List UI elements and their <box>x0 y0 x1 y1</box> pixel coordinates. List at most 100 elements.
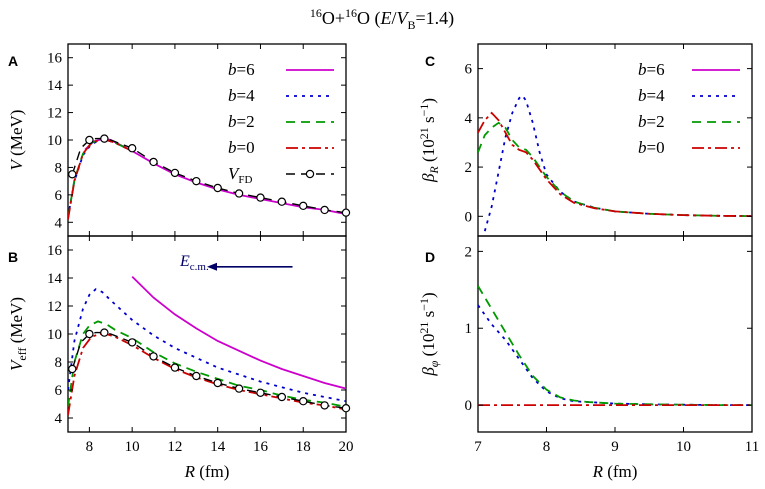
y-tick-label: 6 <box>55 383 63 399</box>
vfd-marker <box>149 157 158 167</box>
panel-b-ylabel: Veff (MeV) <box>7 297 29 371</box>
x-tick-label: 8 <box>86 439 94 455</box>
vfd-marker <box>68 170 77 179</box>
vfd-marker <box>170 363 180 372</box>
panel-b-series <box>68 275 351 416</box>
panel-d-ticks: 7 8 9 10 11 0 1 2 <box>465 236 759 455</box>
panel-b-xlabel: R (fm) <box>184 462 230 481</box>
vfd-marker <box>68 364 77 374</box>
panel-c-letter: C <box>425 53 435 69</box>
y-tick-label: 8 <box>55 160 63 176</box>
vfd-marker <box>277 392 287 402</box>
y-tick-label: 14 <box>47 78 63 94</box>
x-tick-label: 8 <box>543 439 551 455</box>
vfd-marker <box>256 388 265 397</box>
vfd-marker <box>320 205 329 215</box>
series-line-b2 <box>478 285 752 407</box>
panel-d-ylabel: βφ (1021 s−1) <box>417 292 441 376</box>
vfd-marker <box>192 176 201 186</box>
panel-c-ylabel: βR (1021 s−1) <box>417 98 441 183</box>
panel-d-series <box>478 285 752 407</box>
panel-d-letter: D <box>425 249 435 265</box>
vfd-marker <box>170 168 180 178</box>
panel-a-letter: A <box>8 53 18 69</box>
legend-label-b0: b=0 <box>638 138 665 157</box>
y-tick-label: 4 <box>55 215 63 231</box>
panel-b: B Veff (MeV) R (fm) 8 10 12 14 16 18 20 4 6 8 10 12… <box>7 235 354 481</box>
panel-b-ticks: 8 10 12 14 16 18 20 4 6 8 10 12 14 16 <box>47 236 354 455</box>
series-line-b2 <box>478 121 752 217</box>
x-tick-label: 12 <box>167 439 182 455</box>
panel-c-frame <box>477 43 753 237</box>
y-tick-label: 14 <box>47 271 63 287</box>
vfd-marker <box>234 384 244 393</box>
series-line-b4 <box>68 139 133 217</box>
vfd-marker <box>234 189 244 198</box>
panel-c-ticks: 0 2 4 6 <box>465 44 752 236</box>
y-tick-label: 16 <box>47 243 63 259</box>
vfd-marker <box>341 208 351 217</box>
y-tick-label: 4 <box>55 411 63 427</box>
vfd-marker <box>85 135 94 145</box>
series-line-vfd <box>71 331 346 409</box>
x-tick-label: 10 <box>125 439 140 455</box>
legend-label-b6: b=6 <box>228 60 255 79</box>
legend-label-b2: b=2 <box>228 112 255 131</box>
y-tick-label: 6 <box>55 188 63 204</box>
y-tick-label: 10 <box>47 133 62 149</box>
panel-b-letter: B <box>8 249 18 265</box>
series-line-b4 <box>483 94 752 232</box>
legend-label-b4: b=4 <box>228 86 255 105</box>
vfd-marker <box>256 193 265 202</box>
y-tick-label: 6 <box>465 62 473 78</box>
legend-marker-vfd <box>305 169 315 179</box>
series-line-b0 <box>68 333 346 416</box>
vfd-marker <box>299 397 308 406</box>
panel-c-legend: b=6 b=4 b=2 b=0 <box>638 60 740 157</box>
series-line-b4 <box>68 288 346 403</box>
panel-a-series <box>68 134 351 220</box>
vfd-marker <box>341 404 351 413</box>
vfd-marker <box>213 183 222 193</box>
x-tick-label: 9 <box>611 439 619 455</box>
series-line-b6 <box>131 275 346 390</box>
vfd-marker <box>85 329 94 339</box>
panel-d-xlabel: R (fm) <box>592 462 638 481</box>
vfd-marker <box>299 201 308 211</box>
vfd-marker <box>277 197 287 206</box>
legend-label-b4: b=4 <box>638 86 665 105</box>
y-tick-label: 16 <box>47 51 63 67</box>
panel-a-legend: b=6 b=4 b=2 b=0 VFD <box>228 60 334 186</box>
y-tick-label: 8 <box>55 355 63 371</box>
vfd-marker <box>320 401 329 410</box>
panel-a-ylabel: V (MeV) <box>7 110 26 171</box>
panel-b-annotation: Ec.m. <box>179 253 293 273</box>
ecm-annotation-label: Ec.m. <box>179 253 209 273</box>
panel-c-series <box>478 94 752 232</box>
x-tick-label: 20 <box>339 439 354 455</box>
panel-a-ticks: 4 6 8 10 12 14 16 <box>47 44 347 236</box>
series-line-b2 <box>68 139 133 219</box>
vfd-marker <box>127 338 137 347</box>
y-tick-label: 0 <box>465 209 473 225</box>
panel-d-frame <box>477 235 753 433</box>
y-tick-label: 2 <box>465 244 473 260</box>
y-tick-label: 10 <box>47 327 62 343</box>
series-line-b0 <box>478 111 752 217</box>
panel-c: C βR (1021 s−1) 0 2 4 6 b=6 b=4 b=2 b=0 <box>417 43 753 237</box>
x-tick-label: 18 <box>296 439 311 455</box>
vfd-marker <box>213 378 222 388</box>
vfd-marker <box>100 328 109 337</box>
y-tick-label: 12 <box>47 299 62 315</box>
legend-label-b6: b=6 <box>638 60 665 79</box>
y-tick-label: 12 <box>47 106 62 122</box>
panel-a: A V (MeV) 4 6 8 10 12 14 16 b=6 b=4 b=2 b=0 VF… <box>7 43 351 237</box>
series-line-b0 <box>68 139 133 220</box>
figure-title: 16O+16O (E/VB=1.4) <box>310 6 454 32</box>
vfd-marker <box>192 371 201 381</box>
vfd-marker <box>100 134 109 143</box>
x-tick-label: 10 <box>676 439 691 455</box>
y-tick-label: 4 <box>465 111 473 127</box>
x-tick-label: 16 <box>253 439 269 455</box>
